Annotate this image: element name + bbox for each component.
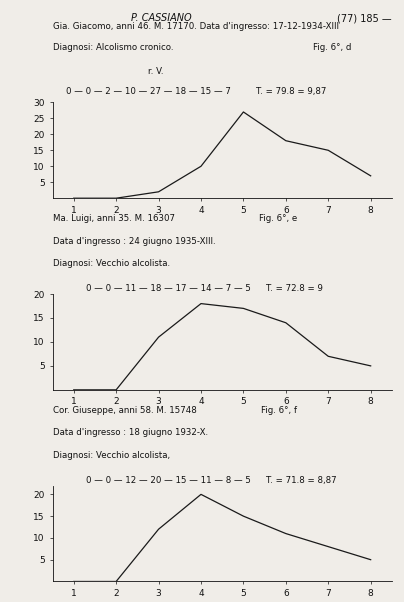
Text: Data d'ingresso : 18 giugno 1932-X.: Data d'ingresso : 18 giugno 1932-X.: [53, 428, 208, 437]
Text: 0 — 0 — 11 — 18 — 17 — 14 — 7 — 5: 0 — 0 — 11 — 18 — 17 — 14 — 7 — 5: [86, 284, 251, 293]
Text: T. = 72.8 = 9: T. = 72.8 = 9: [266, 284, 323, 293]
Text: 0 — 0 — 12 — 20 — 15 — 11 — 8 — 5: 0 — 0 — 12 — 20 — 15 — 11 — 8 — 5: [86, 476, 251, 485]
Text: (77) 185 —: (77) 185 —: [337, 13, 392, 23]
Text: Diagnosi: Alcolismo cronico.: Diagnosi: Alcolismo cronico.: [53, 43, 173, 52]
Text: P. CASSIANO: P. CASSIANO: [131, 13, 192, 23]
Text: r. V.: r. V.: [147, 67, 163, 76]
Text: Ma. Luigi, anni 35. M. 16307: Ma. Luigi, anni 35. M. 16307: [53, 214, 175, 223]
Text: Fig. 6°, d: Fig. 6°, d: [313, 43, 351, 52]
Text: 0 — 0 — 2 — 10 — 27 — 18 — 15 — 7: 0 — 0 — 2 — 10 — 27 — 18 — 15 — 7: [66, 87, 231, 96]
Text: Diagnosi: Vecchio alcolista.: Diagnosi: Vecchio alcolista.: [53, 259, 170, 268]
Text: T. = 71.8 = 8,87: T. = 71.8 = 8,87: [266, 476, 337, 485]
Text: Fig. 6°, e: Fig. 6°, e: [259, 214, 297, 223]
Text: T. = 79.8 = 9,87: T. = 79.8 = 9,87: [256, 87, 326, 96]
Text: Gia. Giacomo, anni 46. M. 17170. Data d'ingresso: 17-12-1934-XIII: Gia. Giacomo, anni 46. M. 17170. Data d'…: [53, 22, 339, 31]
Text: Diagnosi: Vecchio alcolista,: Diagnosi: Vecchio alcolista,: [53, 451, 170, 460]
Text: Fig. 6°, f: Fig. 6°, f: [261, 406, 297, 415]
Text: Data d'ingresso : 24 giugno 1935-XIII.: Data d'ingresso : 24 giugno 1935-XIII.: [53, 237, 215, 246]
Text: Cor. Giuseppe, anni 58. M. 15748: Cor. Giuseppe, anni 58. M. 15748: [53, 406, 196, 415]
